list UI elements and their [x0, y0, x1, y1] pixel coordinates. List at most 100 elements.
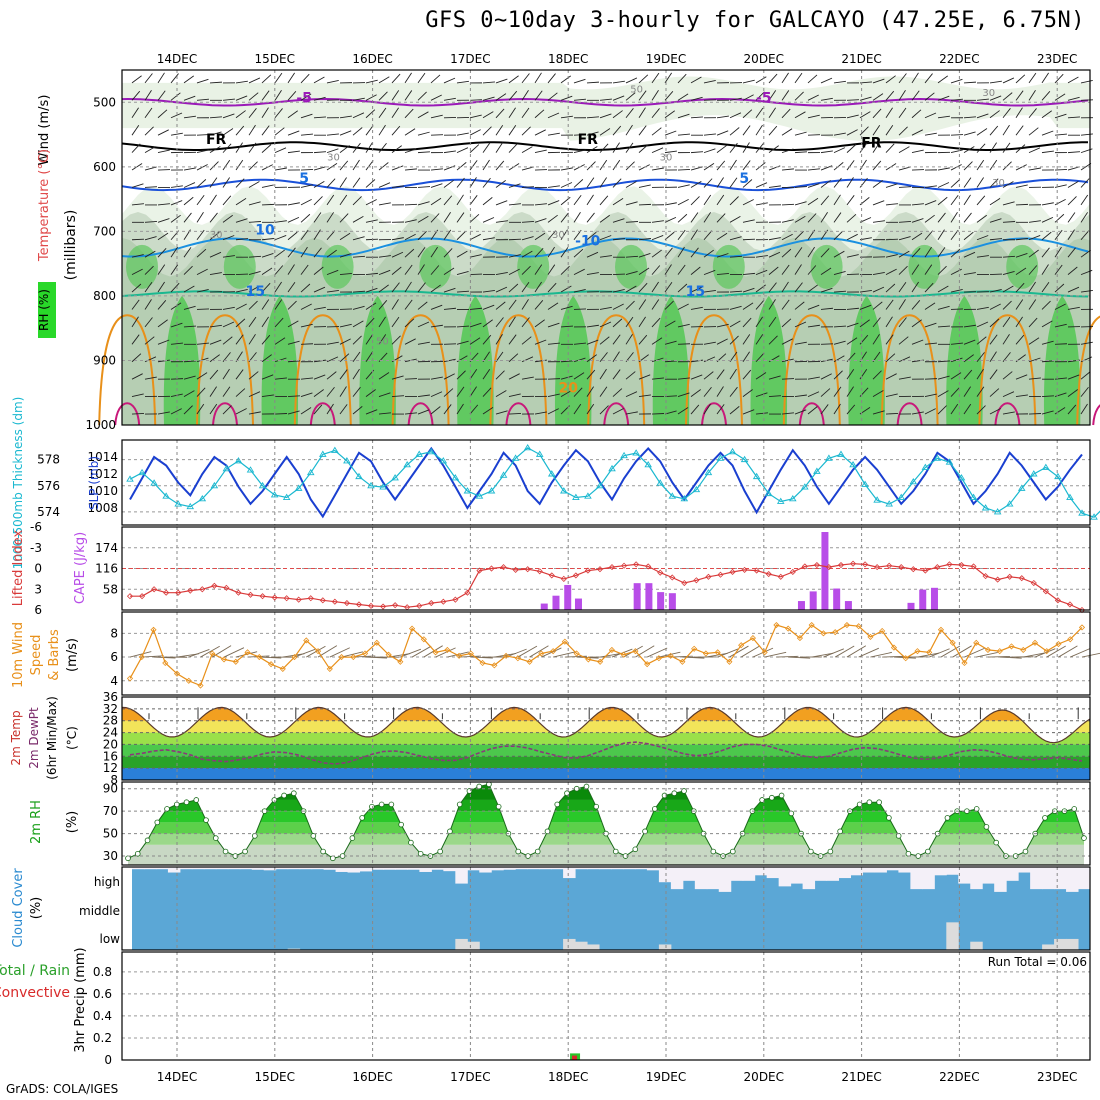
- wind-barb-10m: [223, 647, 245, 658]
- wind-barb: [820, 388, 831, 397]
- wind-barb: [729, 236, 742, 241]
- wind-barb: [313, 151, 326, 154]
- wind-barb: [794, 215, 806, 223]
- wind-barb: [1080, 79, 1093, 84]
- thickness-marker: [258, 481, 267, 489]
- wind-barb: [677, 184, 690, 188]
- cloud-high-gap: [814, 867, 828, 881]
- wind-barb: [339, 145, 350, 153]
- wind-marker: [996, 648, 1003, 655]
- wind-barb: [170, 342, 183, 345]
- wind-barb: [131, 238, 145, 241]
- isotherm-line: [121, 237, 1089, 258]
- wind-barb: [638, 184, 651, 188]
- wind-barb: [287, 264, 295, 275]
- wind-barb: [469, 129, 481, 136]
- wind-barb: [391, 335, 401, 345]
- wind-barb: [209, 177, 218, 188]
- wind-marker: [373, 639, 380, 646]
- wind-barb: [898, 107, 907, 119]
- wind-barb: [872, 390, 884, 397]
- date-label-top: 19DEC: [646, 52, 686, 66]
- wind-barb: [456, 147, 469, 154]
- wind-barb-10m: [341, 651, 364, 658]
- wind-barb: [144, 126, 154, 136]
- wind-barb: [885, 125, 894, 136]
- cloud-high-gap: [299, 867, 313, 870]
- cloud-low-gap: [455, 938, 468, 950]
- wind-barb: [1080, 133, 1093, 136]
- wind-barb: [235, 238, 248, 241]
- wind-barb: [196, 342, 209, 345]
- wind-barb: [1015, 299, 1024, 310]
- wind-barb: [937, 196, 948, 206]
- wind-barb: [677, 246, 685, 258]
- wind-barb: [404, 72, 412, 84]
- wind-barb: [937, 360, 951, 363]
- wind-barb: [209, 354, 220, 363]
- wind-barb: [755, 91, 765, 101]
- wind-barb: [924, 302, 936, 310]
- li-marker: [151, 586, 158, 593]
- wind-barb: [846, 404, 856, 415]
- wind-barb: [963, 177, 972, 188]
- wind-marker: [338, 653, 345, 661]
- rh-band: [128, 833, 1084, 845]
- wind-barb: [365, 79, 378, 84]
- wind-barb: [248, 221, 262, 223]
- wind-barb: [391, 90, 400, 101]
- wind-barb: [352, 127, 363, 136]
- wind-barb: [443, 77, 456, 84]
- wind-barb: [183, 405, 193, 415]
- wind-barb: [404, 264, 413, 275]
- wind-barb: [456, 325, 470, 328]
- wind-barb: [261, 203, 275, 206]
- wind-barb-10m: [353, 655, 376, 658]
- wind-barb: [495, 390, 507, 397]
- precip-frame: [121, 951, 1091, 1061]
- temp-ylabel-4: (°C): [65, 726, 79, 750]
- wind-barb: [456, 403, 464, 415]
- rh-marker: [778, 792, 785, 799]
- wind-barb: [456, 80, 469, 84]
- cloud-high-gap: [479, 867, 492, 873]
- wind-barb: [274, 108, 283, 119]
- li-marker: [331, 598, 338, 605]
- temp-band: [122, 707, 1090, 709]
- wind-barb: [963, 131, 976, 136]
- wind-ylabel-4: (m/s): [65, 638, 80, 672]
- wind-barb: [1002, 316, 1011, 328]
- wind-barb: [391, 395, 405, 398]
- wind-barb: [417, 230, 427, 241]
- wind-marker: [632, 648, 639, 655]
- wind-barb: [183, 325, 197, 328]
- wind-barb: [313, 166, 326, 171]
- wind-barb: [287, 340, 300, 345]
- wind-barb: [313, 180, 325, 188]
- li-marker: [1042, 588, 1049, 595]
- slp-ylabel: SLP (mb): [87, 456, 101, 510]
- wind-barb: [1080, 230, 1090, 241]
- wind-barb: [820, 343, 834, 345]
- thickness-marker: [885, 500, 893, 507]
- wind-barb: [300, 303, 312, 310]
- thickness-marker: [1066, 493, 1074, 500]
- temperature-frame: [121, 696, 1091, 781]
- wind-barb: [1054, 246, 1062, 258]
- rh-contour-label: 30: [982, 88, 995, 99]
- wind-barb: [755, 316, 763, 328]
- li-marker: [163, 589, 170, 596]
- wind-marker: [138, 653, 145, 661]
- li-marker: [1018, 575, 1025, 582]
- wind-barb: [326, 269, 339, 276]
- thickness-marker: [415, 450, 424, 457]
- wind-barb: [313, 96, 326, 101]
- li-marker: [392, 602, 399, 609]
- wind-barb: [1080, 341, 1093, 345]
- wind-barb: [313, 76, 325, 84]
- wind-barb: [742, 142, 750, 153]
- wind-barb: [677, 407, 689, 415]
- wind-barb: [508, 393, 521, 398]
- wind-barb: [196, 98, 209, 101]
